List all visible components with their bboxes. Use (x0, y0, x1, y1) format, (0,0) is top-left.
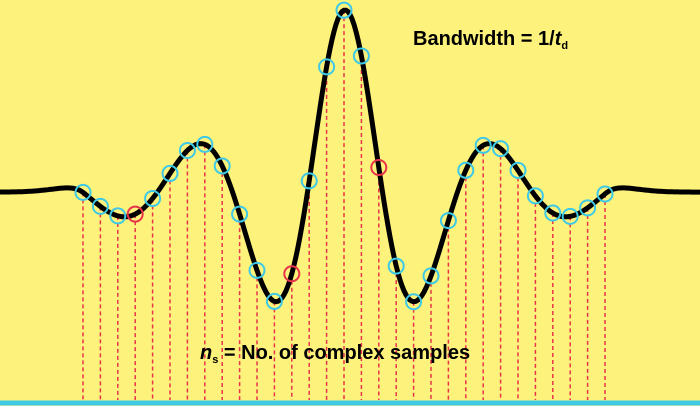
sample-point (439, 212, 457, 230)
sample-point (544, 204, 562, 222)
sample-lines (82, 10, 606, 400)
bandwidth-subscript: d (561, 40, 568, 52)
sample-point (213, 157, 231, 175)
sample-point (335, 1, 353, 19)
bandwidth-variable: t (555, 28, 563, 50)
sample-point (474, 136, 492, 154)
sample-point (405, 293, 423, 311)
sample-point (318, 58, 336, 76)
sample-point (91, 197, 109, 215)
samples-variable: n (200, 342, 212, 364)
sample-point (300, 172, 318, 190)
sample-point (526, 187, 544, 205)
sample-point (161, 164, 179, 182)
sample-point (422, 267, 440, 285)
sample-point (509, 161, 527, 179)
sample-point (126, 205, 144, 223)
sample-point (579, 199, 597, 217)
sample-point (196, 135, 214, 153)
sample-point (387, 257, 405, 275)
samples-subscript: s (212, 354, 218, 366)
sample-point (457, 161, 475, 179)
sample-point (283, 265, 301, 283)
sample-point (109, 207, 127, 225)
bandwidth-text: Bandwidth = 1/ (413, 28, 555, 50)
sample-point (352, 47, 370, 65)
sample-point (561, 207, 579, 225)
sample-point (144, 189, 162, 207)
samples-text: = No. of complex samples (218, 342, 470, 364)
sample-point (596, 185, 614, 203)
sample-point (74, 183, 92, 201)
samples-label: ns = No. of complex samples (200, 342, 470, 366)
sample-point (231, 205, 249, 223)
sample-point (492, 140, 510, 158)
sample-points (74, 1, 614, 311)
bandwidth-label: Bandwidth = 1/td (413, 28, 568, 52)
sample-point (370, 158, 388, 176)
sample-point (178, 141, 196, 159)
sample-point (248, 261, 266, 279)
sample-point (265, 292, 283, 310)
